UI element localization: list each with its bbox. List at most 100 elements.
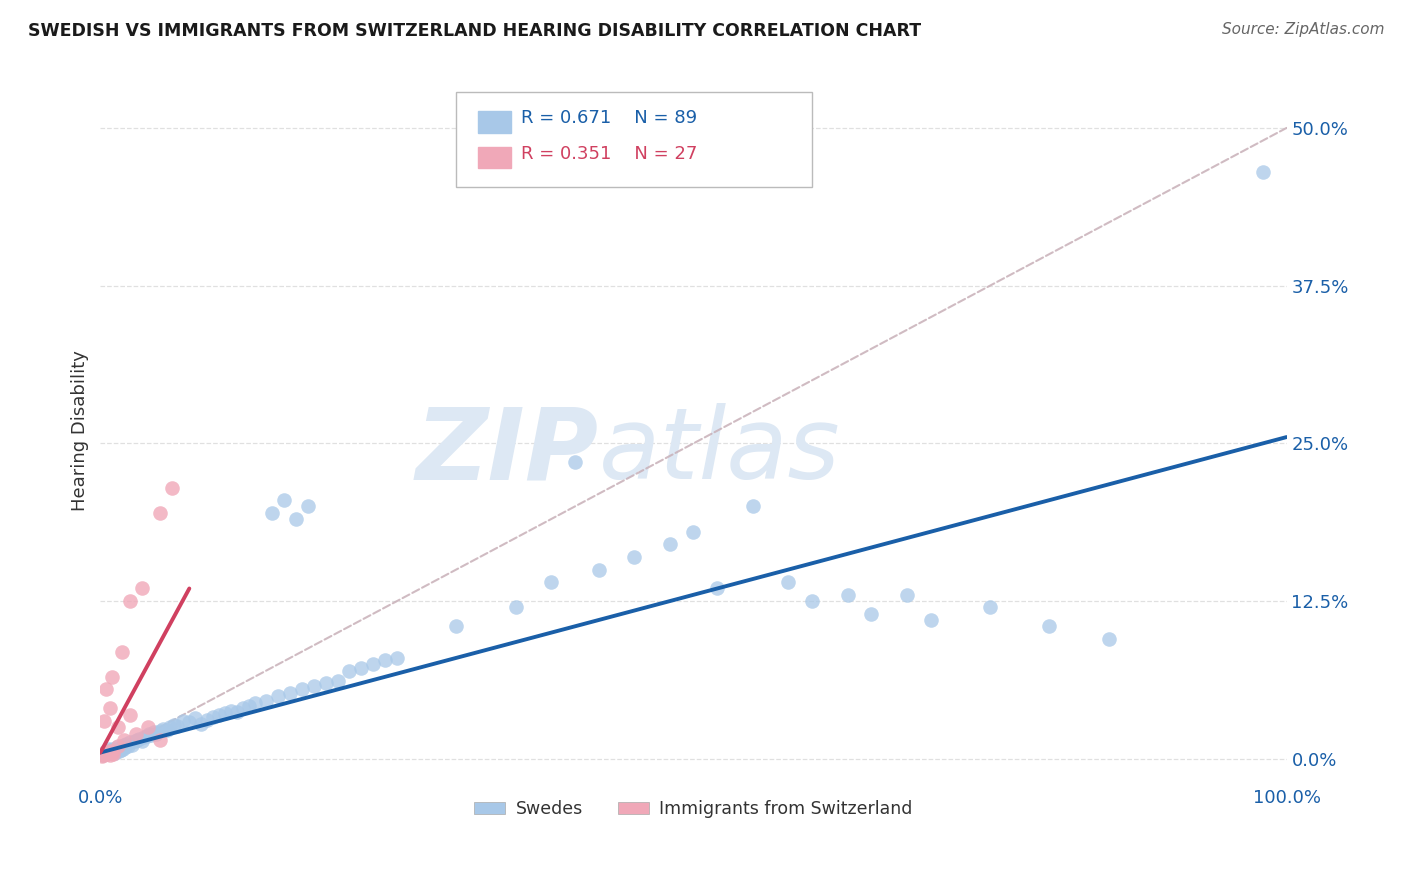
Point <box>91 749 114 764</box>
Point <box>273 493 295 508</box>
Point <box>195 713 218 727</box>
Point <box>315 676 337 690</box>
Point <box>254 694 277 708</box>
FancyBboxPatch shape <box>456 92 813 187</box>
Point <box>160 481 183 495</box>
Point <box>104 743 127 757</box>
Point <box>149 724 172 739</box>
Point <box>94 746 117 760</box>
Point <box>326 673 349 688</box>
Point <box>98 747 121 762</box>
Point <box>96 747 118 761</box>
Point <box>152 722 174 736</box>
Point <box>682 524 704 539</box>
Point <box>101 670 124 684</box>
Point <box>114 740 136 755</box>
Point <box>350 661 373 675</box>
Point <box>219 704 242 718</box>
Point <box>778 575 800 590</box>
Point <box>98 701 121 715</box>
Point <box>107 720 129 734</box>
Point <box>94 746 117 760</box>
Point <box>225 705 247 719</box>
Point <box>131 582 153 596</box>
Point <box>285 512 308 526</box>
Point <box>588 563 610 577</box>
Point <box>238 698 260 713</box>
Point <box>837 588 859 602</box>
Point <box>896 588 918 602</box>
Point <box>801 594 824 608</box>
Point <box>117 739 139 754</box>
Point <box>96 682 118 697</box>
Point <box>172 714 194 728</box>
Point <box>297 500 319 514</box>
Point <box>124 734 146 748</box>
Point <box>142 725 165 739</box>
Text: Source: ZipAtlas.com: Source: ZipAtlas.com <box>1222 22 1385 37</box>
Point <box>100 743 122 757</box>
Point <box>1251 165 1274 179</box>
Point <box>179 715 201 730</box>
Point <box>741 500 763 514</box>
Point <box>131 734 153 748</box>
Point <box>374 653 396 667</box>
Point <box>115 737 138 751</box>
Point <box>103 741 125 756</box>
Point <box>540 575 562 590</box>
Point <box>93 747 115 761</box>
Text: R = 0.671    N = 89: R = 0.671 N = 89 <box>522 110 697 128</box>
Point <box>159 720 181 734</box>
Point <box>202 710 225 724</box>
Point <box>118 735 141 749</box>
Point <box>141 728 163 742</box>
Point <box>163 718 186 732</box>
Point <box>156 723 179 737</box>
Point <box>291 682 314 697</box>
Y-axis label: Hearing Disability: Hearing Disability <box>72 351 89 511</box>
Point <box>138 726 160 740</box>
FancyBboxPatch shape <box>478 112 510 133</box>
Point <box>214 706 236 721</box>
Point <box>101 744 124 758</box>
Point <box>112 733 135 747</box>
Point <box>128 731 150 746</box>
Point <box>208 707 231 722</box>
Point <box>107 739 129 754</box>
Point <box>658 537 681 551</box>
Point <box>243 696 266 710</box>
Point <box>1038 619 1060 633</box>
Point <box>91 747 114 762</box>
Point <box>107 741 129 756</box>
Point <box>111 741 134 756</box>
Point <box>127 733 149 747</box>
Point <box>111 739 134 754</box>
Point <box>97 741 120 756</box>
Point <box>118 707 141 722</box>
Legend: Swedes, Immigrants from Switzerland: Swedes, Immigrants from Switzerland <box>467 793 920 825</box>
Point <box>98 746 121 760</box>
Point <box>232 701 254 715</box>
Point <box>149 733 172 747</box>
Point <box>110 743 132 757</box>
Point <box>93 747 115 761</box>
Point <box>623 549 645 564</box>
Point <box>96 744 118 758</box>
Point <box>97 746 120 760</box>
Point <box>278 686 301 700</box>
Point <box>112 738 135 752</box>
Point <box>136 720 159 734</box>
Point <box>444 619 467 633</box>
Point <box>125 726 148 740</box>
Point <box>184 711 207 725</box>
Point <box>302 679 325 693</box>
Point <box>920 613 942 627</box>
Text: SWEDISH VS IMMIGRANTS FROM SWITZERLAND HEARING DISABILITY CORRELATION CHART: SWEDISH VS IMMIGRANTS FROM SWITZERLAND H… <box>28 22 921 40</box>
Point <box>108 744 131 758</box>
Point <box>145 726 167 740</box>
Point <box>505 600 527 615</box>
Point <box>166 719 188 733</box>
Point <box>979 600 1001 615</box>
Point <box>135 729 157 743</box>
Point <box>339 664 361 678</box>
